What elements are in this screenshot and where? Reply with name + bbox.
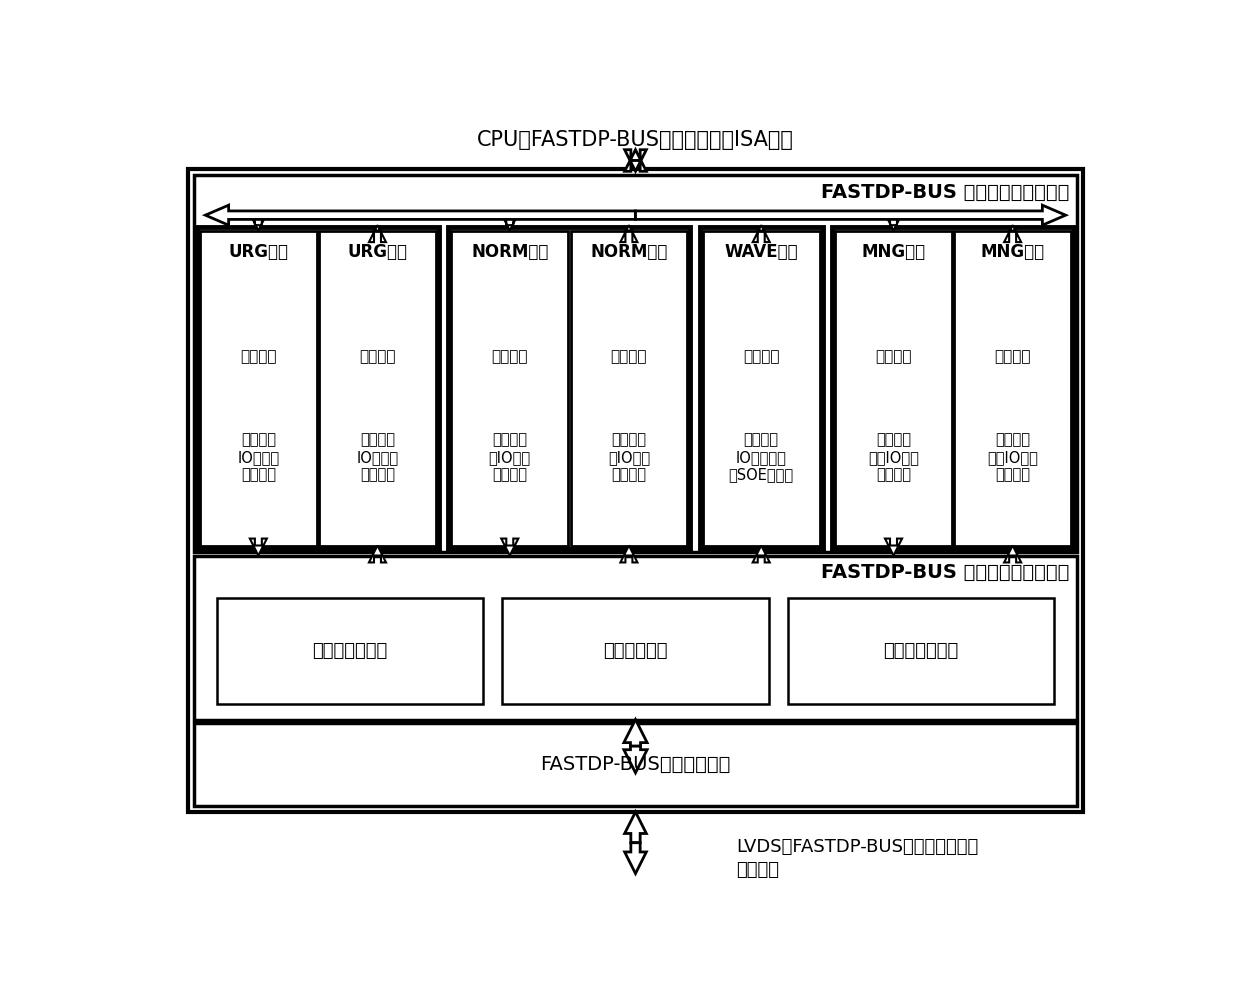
FancyBboxPatch shape [193,723,1078,806]
Text: 上行缓存: 上行缓存 [360,349,396,364]
FancyArrow shape [625,150,646,171]
FancyArrow shape [206,205,635,225]
FancyArrow shape [625,842,646,873]
FancyBboxPatch shape [451,231,568,545]
FancyBboxPatch shape [832,228,1074,549]
FancyBboxPatch shape [699,228,822,549]
Text: 下行缓存: 下行缓存 [875,349,911,364]
Text: URG通道: URG通道 [347,243,408,262]
FancyBboxPatch shape [787,598,1054,705]
FancyBboxPatch shape [193,175,1078,552]
FancyArrow shape [635,205,1065,225]
FancyBboxPatch shape [570,231,687,545]
FancyArrow shape [753,225,770,242]
Text: 上行缓存: 上行缓存 [994,349,1030,364]
FancyArrow shape [625,150,646,171]
FancyArrow shape [620,545,637,563]
FancyBboxPatch shape [187,169,1084,812]
Text: MNG通道: MNG通道 [981,243,1045,262]
Text: URG通道: URG通道 [228,243,289,262]
FancyArrow shape [501,214,518,231]
FancyBboxPatch shape [200,231,316,545]
Text: WAVE通道: WAVE通道 [724,243,799,262]
FancyBboxPatch shape [449,228,691,549]
Text: 不可覆盖
IO从站波形
及SOE等数据: 不可覆盖 IO从站波形 及SOE等数据 [729,432,794,483]
FancyArrow shape [624,719,647,746]
Text: 间的接口: 间的接口 [737,860,779,879]
FancyArrow shape [625,812,646,842]
FancyArrow shape [370,545,386,563]
Text: 下行缓存: 下行缓存 [491,349,528,364]
Text: NORM通道: NORM通道 [590,243,667,262]
Text: LVDS与FASTDP-BUS物理层控制器之: LVDS与FASTDP-BUS物理层控制器之 [737,837,978,855]
FancyBboxPatch shape [193,556,1078,719]
Text: NORM通道: NORM通道 [471,243,548,262]
FancyBboxPatch shape [703,231,820,545]
FancyArrow shape [620,225,637,242]
FancyBboxPatch shape [835,231,952,545]
Text: FASTDP-BUS 主站链路层数据通道: FASTDP-BUS 主站链路层数据通道 [821,563,1069,582]
Text: 优先下行
IO从站的
紧急数据: 优先下行 IO从站的 紧急数据 [237,432,279,483]
FancyArrow shape [624,746,647,773]
FancyBboxPatch shape [197,228,439,549]
FancyArrow shape [249,538,267,556]
Text: MNG通道: MNG通道 [862,243,925,262]
Text: CPU与FASTDP-BUS控制器之间的ISA接口: CPU与FASTDP-BUS控制器之间的ISA接口 [477,131,794,151]
Text: 下行可覆
盖IO从站
点值数据: 下行可覆 盖IO从站 点值数据 [489,432,531,483]
Text: 下行不可
覆盖IO从站
管理数据: 下行不可 覆盖IO从站 管理数据 [868,432,919,483]
Text: FASTDP-BUS物理层控制器: FASTDP-BUS物理层控制器 [541,755,730,774]
Text: 上行缓存: 上行缓存 [610,349,647,364]
Text: 上行缓存: 上行缓存 [743,349,780,364]
FancyArrow shape [753,545,770,563]
FancyArrow shape [501,538,518,556]
Text: 通道交换控制: 通道交换控制 [603,642,668,660]
FancyArrow shape [249,214,267,231]
Text: 通道访问就绪表: 通道访问就绪表 [312,642,388,660]
FancyArrow shape [1004,225,1022,242]
FancyArrow shape [885,214,901,231]
Text: 上行可覆
盖IO从站
点值数据: 上行可覆 盖IO从站 点值数据 [608,432,650,483]
FancyBboxPatch shape [502,598,769,705]
FancyBboxPatch shape [319,231,436,545]
FancyArrow shape [1004,545,1022,563]
FancyBboxPatch shape [217,598,484,705]
Text: 下行缓存: 下行缓存 [241,349,277,364]
Text: 上行不可
覆盖IO从站
管理数据: 上行不可 覆盖IO从站 管理数据 [987,432,1038,483]
FancyArrow shape [885,538,901,556]
Text: FASTDP-BUS 主站应用层数据通道: FASTDP-BUS 主站应用层数据通道 [821,182,1069,201]
Text: 通道优先级仲裁: 通道优先级仲裁 [883,642,959,660]
FancyArrow shape [370,225,386,242]
Text: 优先上行
IO从站的
紧急数据: 优先上行 IO从站的 紧急数据 [356,432,398,483]
FancyBboxPatch shape [955,231,1071,545]
